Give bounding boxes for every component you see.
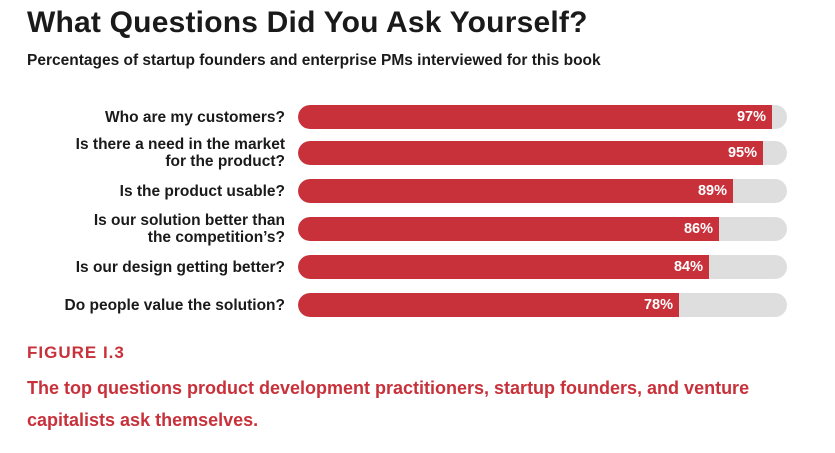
- bar-value-label: 78%: [643, 297, 673, 313]
- bar-chart: Who are my customers? 97% Is there a need …: [0, 95, 835, 330]
- bar-category-label: Is there a need in the market for the pro…: [0, 131, 285, 175]
- bar-category-label-line: for the product?: [165, 153, 285, 170]
- figure-label: FIGURE I.3: [27, 343, 125, 362]
- chart-title: What Questions Did You Ask Yourself?: [27, 6, 588, 39]
- bar-value-label: 95%: [727, 145, 757, 161]
- bar-row: Is there a need in the market for the pro…: [0, 136, 835, 170]
- bar: 97%: [298, 105, 772, 129]
- bar-row: Is our solution better than the competiti…: [0, 212, 835, 246]
- bar-category-label: Do people value the solution?: [0, 283, 285, 327]
- bar: 95%: [298, 141, 763, 165]
- bar-category-label: Is the product usable?: [0, 169, 285, 213]
- bar-category-label-line: the competition’s?: [147, 229, 285, 246]
- bar-row: Is the product usable? 89%: [0, 179, 835, 203]
- bar-value-label: 97%: [736, 109, 766, 125]
- bar-track: 95%: [298, 141, 787, 165]
- bar-value-label: 86%: [683, 221, 713, 237]
- bar-category-label: Is our solution better than the competiti…: [0, 207, 285, 251]
- bar-category-label-line: Do people value the solution?: [64, 296, 285, 314]
- bar-value-label: 89%: [697, 183, 727, 199]
- bar-value-label: 84%: [673, 259, 703, 275]
- bar-row: Is our design getting better? 84%: [0, 255, 835, 279]
- bar-category-label-line: Is our solution better than: [93, 212, 285, 229]
- bar-track: 86%: [298, 217, 787, 241]
- bar: 89%: [298, 179, 733, 203]
- bar: 78%: [298, 293, 679, 317]
- bar: 84%: [298, 255, 709, 279]
- bar-row: Do people value the solution? 78%: [0, 293, 835, 317]
- bar-row: Who are my customers? 97%: [0, 105, 835, 129]
- chart-subtitle: Percentages of startup founders and ente…: [27, 52, 601, 69]
- bar-category-label-line: Who are my customers?: [104, 108, 285, 126]
- bar-category-label: Is our design getting better?: [0, 245, 285, 289]
- bar-track: 84%: [298, 255, 787, 279]
- bar-category-label-line: Is our design getting better?: [75, 258, 285, 276]
- bar-track: 97%: [298, 105, 787, 129]
- bar-track: 89%: [298, 179, 787, 203]
- bar-category-label: Who are my customers?: [0, 95, 285, 139]
- figure-caption: The top questions product development pr…: [27, 378, 750, 430]
- bar-track: 78%: [298, 293, 787, 317]
- bar-category-label-line: Is the product usable?: [119, 182, 285, 200]
- bar: 86%: [298, 217, 719, 241]
- bar-category-label-line: Is there a need in the market: [75, 136, 285, 153]
